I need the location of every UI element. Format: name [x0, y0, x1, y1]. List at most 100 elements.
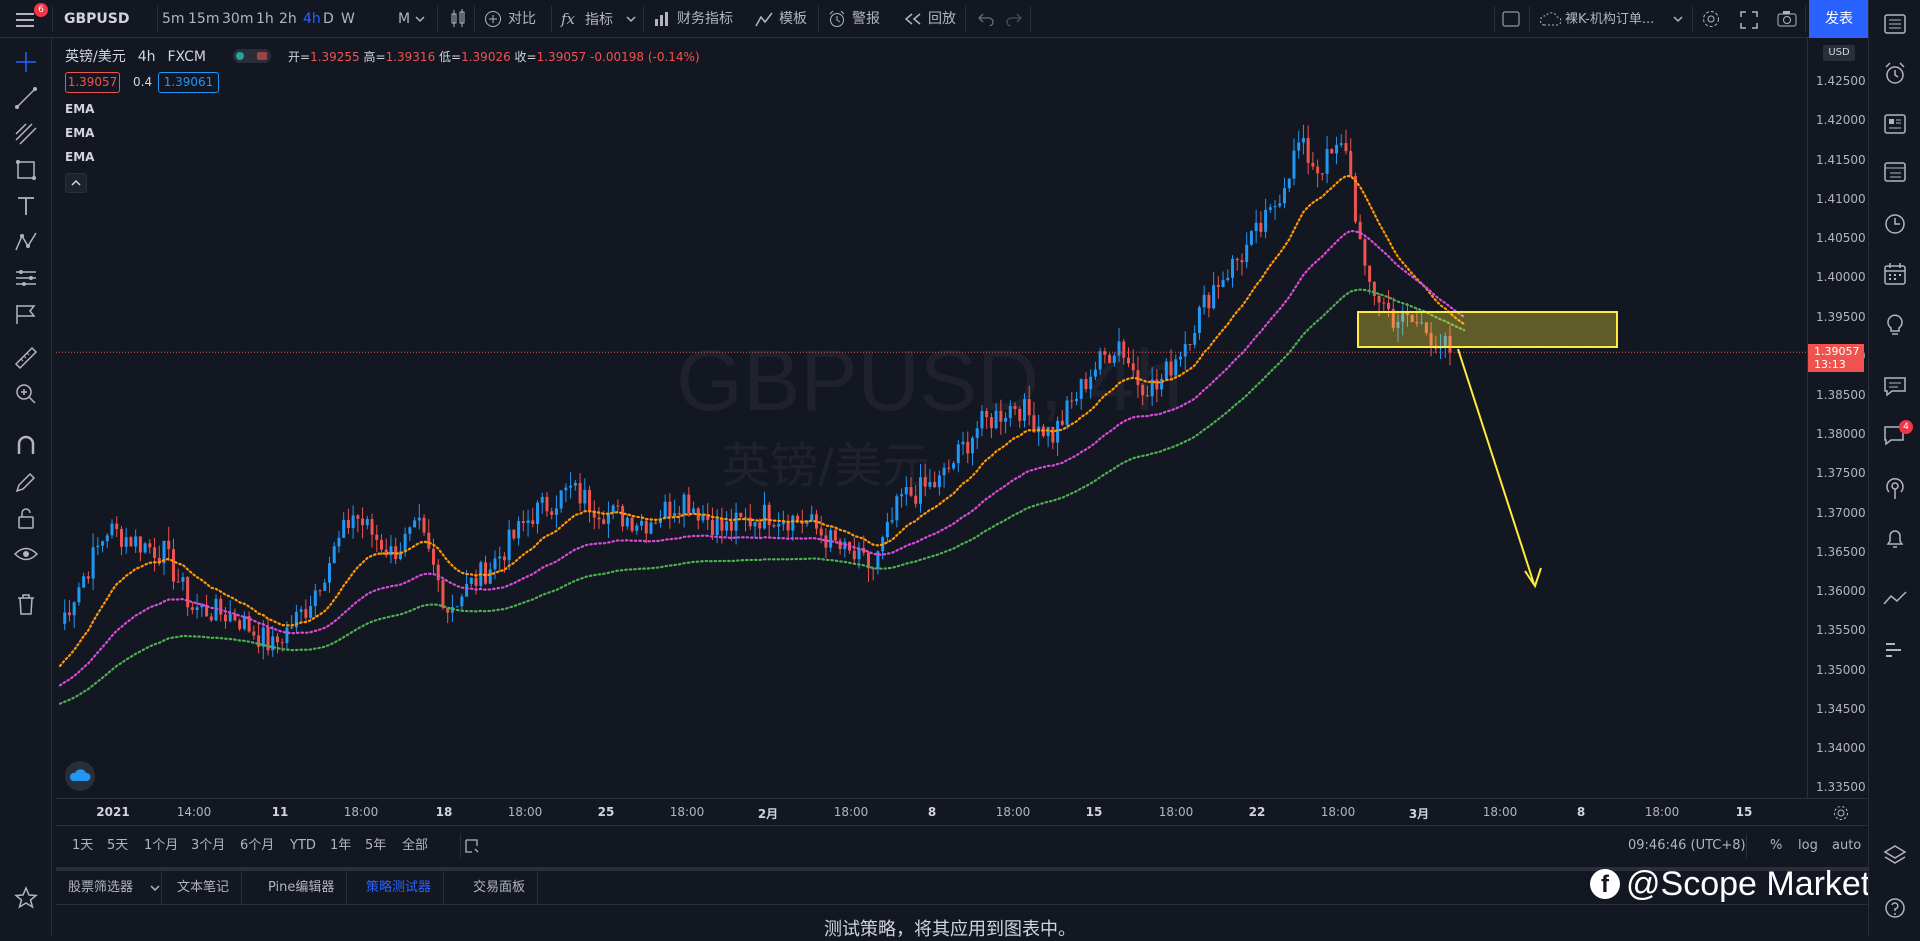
- ideas-button[interactable]: [1881, 310, 1909, 338]
- interval-15m[interactable]: 15m: [188, 11, 220, 27]
- crosshair-tool[interactable]: [12, 48, 40, 76]
- settings-button[interactable]: [1700, 0, 1722, 38]
- notifications-button[interactable]: [1881, 524, 1909, 552]
- clock[interactable]: 09:46:46 (UTC+8): [1628, 838, 1746, 853]
- shapes-tool[interactable]: [12, 156, 40, 184]
- price-axis[interactable]: USD 1.42500 1.42000 1.41500 1.41000 1.40500 1…: [1807, 38, 1868, 798]
- candle-body: [895, 496, 899, 521]
- range-1[interactable]: 5天: [107, 838, 129, 853]
- trendline-tool[interactable]: [12, 84, 40, 112]
- auto-toggle[interactable]: auto: [1832, 838, 1862, 853]
- prediction-tool[interactable]: [12, 264, 40, 292]
- time-axis[interactable]: 2021 14:00 11 18:00 18 18:00 25 18:00 2月 18:00 8 18…: [56, 798, 1868, 825]
- alerts-button[interactable]: [1881, 60, 1909, 88]
- interval-D[interactable]: D: [323, 11, 334, 27]
- remove-drawings-tool[interactable]: [12, 590, 40, 618]
- interval-W[interactable]: W: [341, 11, 355, 27]
- redo-button[interactable]: [1004, 0, 1024, 38]
- replay-button[interactable]: 回放: [904, 0, 956, 38]
- messages-button[interactable]: 4: [1881, 420, 1913, 448]
- candle-body: [1368, 265, 1372, 282]
- currency-label[interactable]: USD: [1823, 45, 1855, 61]
- range-7[interactable]: 5年: [365, 838, 387, 853]
- zoom-tool[interactable]: [12, 380, 40, 408]
- supply-zone-rectangle[interactable]: [1357, 311, 1618, 348]
- tab-trading-panel[interactable]: 交易面板: [461, 871, 539, 905]
- layers-button[interactable]: [1881, 842, 1909, 870]
- dom-button[interactable]: [1881, 636, 1909, 664]
- publish-button[interactable]: 发表: [1809, 0, 1869, 38]
- streams-button[interactable]: [1881, 474, 1909, 502]
- financials-button[interactable]: 财务指标: [653, 0, 733, 38]
- chats-button[interactable]: [1881, 372, 1909, 400]
- range-8[interactable]: 全部: [402, 838, 429, 853]
- favorites-tool[interactable]: [12, 884, 40, 912]
- range-3[interactable]: 3个月: [191, 838, 226, 853]
- collapse-legend-button[interactable]: [65, 173, 87, 193]
- logo-cloud-badge[interactable]: [65, 761, 95, 791]
- projection-arrow[interactable]: [1457, 348, 1542, 589]
- compare-button[interactable]: 对比: [484, 0, 536, 38]
- chart-pane[interactable]: GBPUSD, 4h 英镑/美元 英镑/美元 4h FXCM 开=1.39255 高…: [56, 38, 1807, 798]
- layout-dropdown[interactable]: [1673, 0, 1685, 38]
- ruler-tool[interactable]: [12, 344, 40, 372]
- log-toggle[interactable]: log: [1798, 838, 1818, 853]
- range-0[interactable]: 1天: [72, 838, 94, 853]
- main-menu-button[interactable]: 6: [10, 0, 48, 38]
- axis-settings-button[interactable]: [1831, 803, 1851, 823]
- patterns-tool[interactable]: [12, 228, 40, 256]
- templates-button[interactable]: 模板: [755, 0, 807, 38]
- snapshot-button[interactable]: [1776, 0, 1798, 38]
- indicators-dropdown[interactable]: [626, 0, 638, 38]
- interval-M[interactable]: M: [398, 11, 411, 27]
- calendar-button[interactable]: [1881, 260, 1909, 288]
- help-button[interactable]: [1881, 894, 1909, 922]
- fullscreen-button[interactable]: [1738, 0, 1760, 38]
- indicator-label-ema[interactable]: EMA: [65, 102, 95, 116]
- range-4[interactable]: 6个月: [240, 838, 275, 853]
- market-status-toggle[interactable]: [233, 49, 271, 63]
- news-button[interactable]: [1881, 110, 1909, 138]
- data-window-button[interactable]: [1881, 158, 1909, 186]
- percent-toggle[interactable]: %: [1770, 838, 1783, 853]
- range-2[interactable]: 1个月: [144, 838, 179, 853]
- layout-name-button[interactable]: 裸K-机构订单...: [1538, 0, 1654, 38]
- sell-price-box[interactable]: 1.39057: [65, 72, 120, 93]
- interval-2h[interactable]: 2h: [279, 11, 297, 27]
- stay-drawing-tool[interactable]: [12, 468, 40, 496]
- text-tool[interactable]: [12, 192, 40, 220]
- magnet-tool[interactable]: [12, 432, 40, 460]
- tab-strategy-tester[interactable]: 策略测试器: [354, 871, 445, 905]
- hotlist-button[interactable]: [1881, 210, 1909, 238]
- interval-30m[interactable]: 30m: [222, 11, 254, 27]
- indicator-label-ema[interactable]: EMA: [65, 126, 95, 140]
- fib-tool[interactable]: [12, 120, 40, 148]
- range-6[interactable]: 1年: [330, 838, 352, 853]
- range-5[interactable]: YTD: [290, 838, 316, 853]
- tab-pine-editor[interactable]: Pine编辑器: [256, 871, 348, 905]
- alert-button[interactable]: 警报: [828, 0, 880, 38]
- indicator-label-ema[interactable]: EMA: [65, 150, 95, 164]
- tab-stock-screener[interactable]: 股票筛选器: [56, 871, 163, 905]
- trading-button[interactable]: [1881, 586, 1909, 614]
- interval-dropdown[interactable]: [415, 0, 427, 38]
- icons-tool[interactable]: [12, 300, 40, 328]
- undo-button[interactable]: [976, 0, 996, 38]
- candle-body: [937, 475, 941, 488]
- fullscreen-layout-button[interactable]: [1501, 0, 1521, 38]
- hide-drawings-tool[interactable]: [12, 540, 40, 568]
- interval-1h[interactable]: 1h: [256, 11, 274, 27]
- divider: [1529, 6, 1530, 32]
- interval-4h[interactable]: 4h: [303, 11, 321, 27]
- buy-price-box[interactable]: 1.39061: [158, 72, 219, 93]
- eye-icon: [13, 547, 39, 561]
- symbol-search[interactable]: GBPUSD: [64, 11, 130, 27]
- indicators-button[interactable]: fx 指标: [561, 0, 613, 38]
- watchlist-button[interactable]: [1881, 10, 1909, 38]
- interval-5m[interactable]: 5m: [162, 11, 185, 27]
- lock-drawings-tool[interactable]: [12, 504, 40, 532]
- chart-style-button[interactable]: [447, 0, 469, 38]
- tab-text-notes[interactable]: 文本笔记: [165, 871, 243, 905]
- goto-date-button[interactable]: [460, 826, 480, 866]
- legend-symbol[interactable]: 英镑/美元 4h FXCM: [65, 46, 206, 66]
